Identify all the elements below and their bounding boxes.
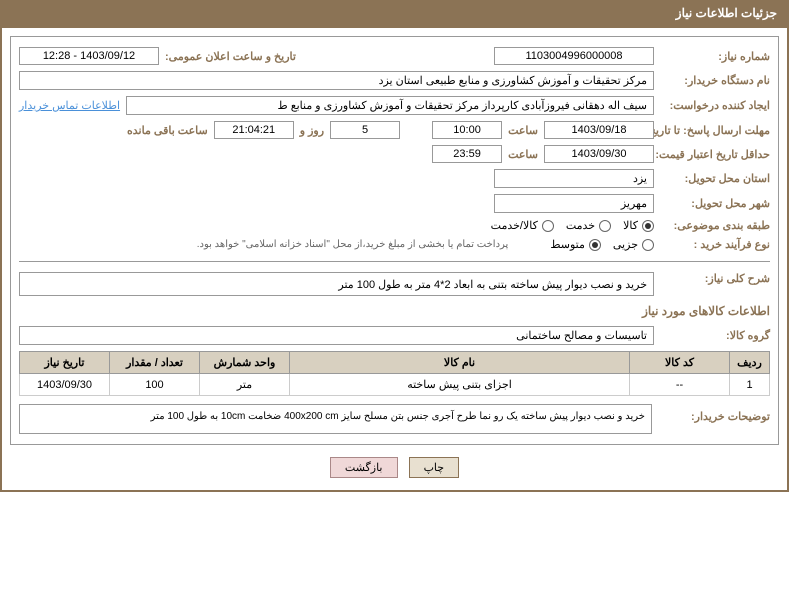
radio-goods-circle: [642, 220, 654, 232]
requester-label: ایجاد کننده درخواست:: [660, 99, 770, 112]
cell-unit: متر: [200, 374, 290, 396]
row-buyer-org: نام دستگاه خریدار: مرکز تحقیقات و آموزش …: [19, 71, 770, 90]
divider-1: [19, 261, 770, 262]
row-process: نوع فرآیند خرید : جزیی متوسط پرداخت تمام…: [19, 238, 770, 251]
radio-minor[interactable]: جزیی: [613, 238, 654, 251]
row-group: گروه کالا: تاسیسات و مصالح ساختمانی: [19, 326, 770, 345]
need-number-value: 1103004996000008: [494, 47, 654, 65]
radio-minor-circle: [642, 239, 654, 251]
deadline-time-value: 10:00: [432, 121, 502, 139]
province-value: یزد: [494, 169, 654, 188]
cell-qty: 100: [110, 374, 200, 396]
announce-date-label: تاریخ و ساعت اعلان عمومی:: [165, 50, 296, 63]
radio-service[interactable]: خدمت: [566, 219, 611, 232]
table-header-row: ردیف کد کالا نام کالا واحد شمارش تعداد /…: [20, 352, 770, 374]
row-city: شهر محل تحویل: مهریز: [19, 194, 770, 213]
goods-table: ردیف کد کالا نام کالا واحد شمارش تعداد /…: [19, 351, 770, 396]
buyer-org-value: مرکز تحقیقات و آموزش کشاورزی و منابع طبی…: [19, 71, 654, 90]
cell-row: 1: [730, 374, 770, 396]
return-button[interactable]: بازگشت: [330, 457, 398, 478]
validity-date-value: 1403/09/30: [544, 145, 654, 163]
time-word-2: ساعت: [508, 148, 538, 161]
cell-date: 1403/09/30: [20, 374, 110, 396]
radio-medium-label: متوسط: [550, 238, 585, 251]
print-button[interactable]: چاپ: [409, 457, 460, 478]
category-label: طبقه بندی موضوعی:: [660, 219, 770, 232]
process-radio-group: جزیی متوسط: [550, 238, 654, 251]
radio-service-label: خدمت: [566, 219, 595, 232]
page-header: جزئیات اطلاعات نیاز: [0, 0, 789, 26]
outer-frame: شماره نیاز: 1103004996000008 تاریخ و ساع…: [0, 26, 789, 492]
cell-code: --: [630, 374, 730, 396]
inner-frame: شماره نیاز: 1103004996000008 تاریخ و ساع…: [10, 36, 779, 445]
goods-section-title: اطلاعات کالاهای مورد نیاز: [19, 304, 770, 318]
days-remaining-value: 5: [330, 121, 400, 139]
row-need-number: شماره نیاز: 1103004996000008 تاریخ و ساع…: [19, 47, 770, 65]
radio-medium-circle: [589, 239, 601, 251]
category-radio-group: کالا خدمت کالا/خدمت: [491, 219, 654, 232]
radio-goods[interactable]: کالا: [623, 219, 654, 232]
validity-label: حداقل تاریخ اعتبار قیمت: تا تاریخ:: [660, 148, 770, 161]
col-unit: واحد شمارش: [200, 352, 290, 374]
buyer-org-label: نام دستگاه خریدار:: [660, 74, 770, 87]
group-value: تاسیسات و مصالح ساختمانی: [19, 326, 654, 345]
validity-time-value: 23:59: [432, 145, 502, 163]
col-date: تاریخ نیاز: [20, 352, 110, 374]
col-qty: تعداد / مقدار: [110, 352, 200, 374]
col-name: نام کالا: [290, 352, 630, 374]
row-category: طبقه بندی موضوعی: کالا خدمت کالا/خدمت: [19, 219, 770, 232]
row-buyer-desc: توضیحات خریدار: خرید و نصب دیوار پیش ساخ…: [19, 404, 770, 434]
row-requester: ایجاد کننده درخواست: سیف اله دهقانی فیرو…: [19, 96, 770, 115]
remaining-word: ساعت باقی مانده: [127, 124, 208, 137]
deadline-date-value: 1403/09/18: [544, 121, 654, 139]
city-value: مهریز: [494, 194, 654, 213]
row-province: استان محل تحویل: یزد: [19, 169, 770, 188]
cell-name: اجزای بتنی پیش ساخته: [290, 374, 630, 396]
buyer-desc-label: توضیحات خریدار:: [660, 404, 770, 423]
requester-value: سیف اله دهقانی فیروزآبادی کارپرداز مرکز …: [126, 96, 654, 115]
time-remaining-value: 21:04:21: [214, 121, 294, 139]
radio-goods-service-circle: [542, 220, 554, 232]
process-label: نوع فرآیند خرید :: [660, 238, 770, 251]
payment-note: پرداخت تمام یا بخشی از مبلغ خرید،از محل …: [197, 239, 509, 250]
radio-medium[interactable]: متوسط: [550, 238, 601, 251]
contact-buyer-link[interactable]: اطلاعات تماس خریدار: [19, 99, 120, 112]
table-row: 1 -- اجزای بتنی پیش ساخته متر 100 1403/0…: [20, 374, 770, 396]
deadline-label: مهلت ارسال پاسخ: تا تاریخ:: [660, 124, 770, 137]
radio-goods-service-label: کالا/خدمت: [491, 219, 538, 232]
radio-goods-label: کالا: [623, 219, 638, 232]
page-title: جزئیات اطلاعات نیاز: [676, 6, 777, 20]
col-row: ردیف: [730, 352, 770, 374]
row-validity: حداقل تاریخ اعتبار قیمت: تا تاریخ: 1403/…: [19, 145, 770, 163]
button-row: چاپ بازگشت: [10, 457, 779, 478]
city-label: شهر محل تحویل:: [660, 197, 770, 210]
need-number-label: شماره نیاز:: [660, 50, 770, 63]
row-summary: شرح کلی نیاز: خرید و نصب دیوار پیش ساخته…: [19, 272, 770, 296]
radio-service-circle: [599, 220, 611, 232]
time-word-1: ساعت: [508, 124, 538, 137]
col-code: کد کالا: [630, 352, 730, 374]
group-label: گروه کالا:: [660, 329, 770, 342]
row-deadline: مهلت ارسال پاسخ: تا تاریخ: 1403/09/18 سا…: [19, 121, 770, 139]
summary-value: خرید و نصب دیوار پیش ساخته بتنی به ابعاد…: [19, 272, 654, 296]
radio-goods-service[interactable]: کالا/خدمت: [491, 219, 554, 232]
province-label: استان محل تحویل:: [660, 172, 770, 185]
summary-label: شرح کلی نیاز:: [660, 272, 770, 285]
days-word: روز و: [300, 124, 324, 137]
radio-minor-label: جزیی: [613, 238, 638, 251]
announce-date-value: 1403/09/12 - 12:28: [19, 47, 159, 65]
buyer-desc-value: خرید و نصب دیوار پیش ساخته یک رو نما طرح…: [19, 404, 652, 434]
